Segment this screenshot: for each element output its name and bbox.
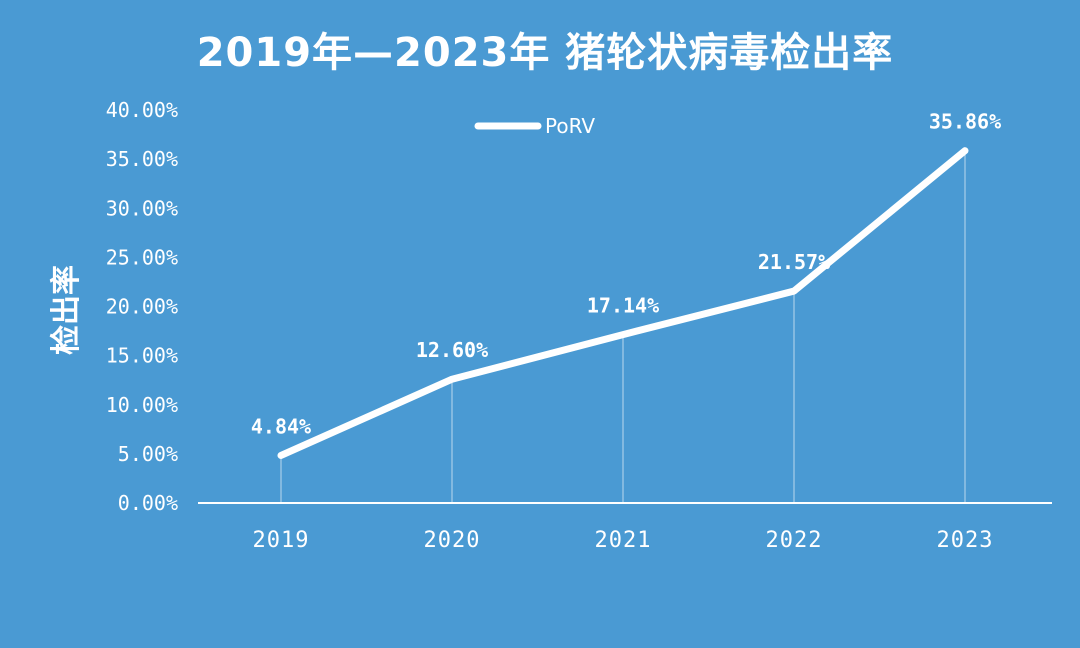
- y-tick-label: 15.00%: [106, 344, 178, 368]
- y-tick-label: 10.00%: [106, 393, 178, 417]
- x-tick-label: 2019: [253, 528, 310, 553]
- y-axis-label: 检出率: [49, 265, 84, 355]
- chart-title: 2019年—2023年 猪轮状病毒检出率: [197, 30, 894, 76]
- x-axis-ticks: 2019 2020 2021 2022 2023: [253, 528, 994, 553]
- legend: PoRV: [474, 114, 595, 138]
- y-tick-label: 5.00%: [118, 442, 178, 466]
- y-axis-ticks: 0.00% 5.00% 10.00% 15.00% 20.00% 25.00% 30.00%…: [106, 98, 178, 515]
- data-label: 12.60%: [416, 338, 488, 362]
- series-line-porv: [277, 147, 969, 459]
- data-label: 21.57%: [758, 250, 830, 274]
- x-tick-label: 2022: [766, 528, 823, 553]
- y-tick-label: 40.00%: [106, 98, 178, 122]
- y-tick-label: 30.00%: [106, 196, 178, 220]
- data-label: 35.86%: [929, 110, 1001, 134]
- x-tick-label: 2023: [937, 528, 994, 553]
- y-tick-label: 0.00%: [118, 491, 178, 515]
- y-tick-label: 20.00%: [106, 295, 178, 319]
- y-tick-label: 35.00%: [106, 147, 178, 171]
- legend-label-porv: PoRV: [545, 114, 595, 138]
- y-tick-label: 25.00%: [106, 245, 178, 269]
- data-label: 17.14%: [587, 294, 659, 318]
- data-labels: 4.84% 12.60% 17.14% 21.57% 35.86%: [251, 110, 1001, 439]
- x-tick-label: 2020: [424, 528, 481, 553]
- data-label: 4.84%: [251, 414, 311, 438]
- drop-lines: [280, 150, 966, 503]
- x-tick-label: 2021: [595, 528, 652, 553]
